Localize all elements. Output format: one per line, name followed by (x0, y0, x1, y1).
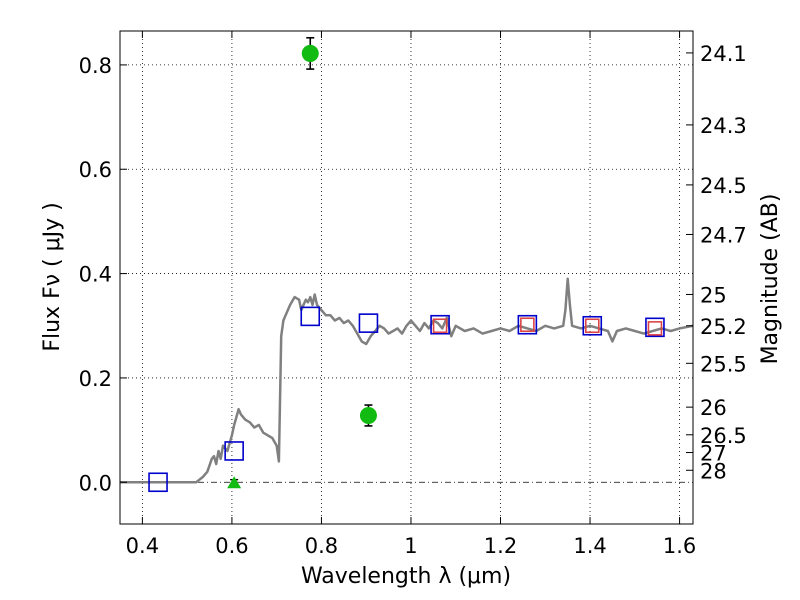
y-tick-label: 0.4 (79, 263, 112, 287)
y-axis-ticks: 0.0 0.2 0.4 0.6 0.8 (79, 54, 127, 495)
sed-model-line (120, 277, 694, 484)
model-photometry-point (430, 314, 450, 335)
right-tick-label: 24.3 (700, 114, 747, 138)
right-tick-label: 25.2 (700, 315, 747, 339)
detection-point (359, 406, 377, 424)
x-tick-label: 0.4 (126, 534, 159, 558)
upper-limit-marker (227, 476, 242, 489)
observed-photometry-point (647, 321, 663, 336)
right-axis-label: Magnitude (AB) (758, 194, 783, 365)
model-photometry-point (300, 306, 321, 327)
right-tick-label: 25.5 (700, 352, 747, 376)
x-tick-label: 1 (404, 534, 417, 558)
model-photometry-point (517, 314, 538, 335)
x-tick-label: 0.8 (305, 534, 338, 558)
right-tick-label: 24.7 (700, 223, 747, 247)
x-axis-ticks: 0.4 0.6 0.8 1 1.2 1.4 1.6 (126, 31, 696, 558)
observed-photometry-point (432, 318, 448, 334)
right-tick-label: 26 (700, 396, 727, 420)
model-photometry-point (224, 441, 244, 461)
observed-photometry-point (520, 317, 535, 333)
x-tick-label: 1.2 (484, 534, 517, 558)
plot-frame (119, 30, 694, 525)
detection-point (301, 44, 319, 62)
right-tick-label: 24.1 (700, 42, 747, 66)
model-photometry-point (582, 315, 603, 336)
y-tick-label: 0.8 (79, 54, 112, 78)
right-tick-label: 28 (700, 459, 727, 483)
model-photometry-point (645, 317, 665, 338)
right-tick-label: 26.5 (700, 424, 747, 448)
observed-photometry-point (584, 318, 600, 334)
x-tick-label: 0.6 (215, 534, 248, 558)
model-photometry-point (148, 472, 168, 493)
y-tick-label: 0.2 (79, 367, 112, 391)
x-tick-label: 1.6 (663, 534, 696, 558)
right-tick-label: 27 (700, 442, 727, 466)
y-tick-label: 0.6 (79, 158, 112, 182)
y-axis-label: Flux Fν ( μJy ) (40, 202, 65, 351)
x-axis-label: Wavelength λ (μm) (301, 564, 511, 589)
y-tick-label: 0.0 (79, 471, 112, 495)
x-tick-label: 1.4 (573, 534, 606, 558)
series-layer (120, 36, 694, 493)
model-photometry-point (358, 313, 379, 333)
right-tick-label: 24.5 (700, 174, 747, 198)
right-tick-label: 25 (700, 283, 727, 307)
